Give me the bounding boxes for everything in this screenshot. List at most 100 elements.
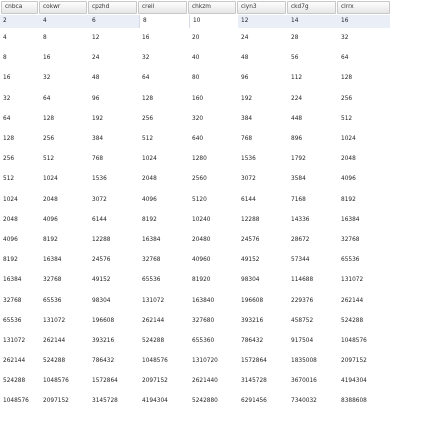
table-cell[interactable]: 81920 [192, 277, 211, 284]
table-cell[interactable]: 224 [291, 95, 303, 102]
table-row[interactable]: 4096 8192 12288 16384 20480 24576 28672 32768 [0, 230, 390, 250]
table-cell[interactable]: 262144 [3, 358, 26, 365]
table-row[interactable]: 16384 32768 49152 65536 81920 98304 114688 1310… [0, 270, 390, 290]
table-cell[interactable]: 1792 [291, 156, 306, 163]
table-cell[interactable]: 24576 [92, 257, 111, 264]
table-cell[interactable]: 196608 [92, 317, 115, 324]
table-cell[interactable]: 24 [92, 55, 100, 62]
table-cell[interactable]: 56 [291, 55, 299, 62]
table-cell[interactable]: 393216 [241, 317, 264, 324]
table-cell[interactable]: 192 [241, 95, 253, 102]
table-cell[interactable]: 229376 [291, 297, 314, 304]
table-cell[interactable]: 48 [241, 55, 249, 62]
table-cell[interactable]: 6 [92, 18, 96, 24]
table-cell[interactable]: 64 [43, 95, 51, 102]
table-cell[interactable]: 2097152 [43, 398, 69, 405]
table-cell[interactable]: 4 [43, 18, 47, 24]
table-cell[interactable]: 32768 [142, 257, 161, 264]
table-cell[interactable]: 2048 [3, 216, 18, 223]
table-cell[interactable]: 1572864 [92, 378, 118, 385]
table-cell[interactable]: 2 [3, 18, 7, 24]
table-cell[interactable]: 163840 [192, 297, 215, 304]
table-cell[interactable]: 65536 [3, 317, 22, 324]
table-cell[interactable]: 64 [142, 75, 150, 82]
table-cell[interactable]: 8192 [341, 196, 356, 203]
table-row[interactable]: 2048 4096 6144 8192 10240 12288 14336 16384 [0, 210, 390, 230]
table-cell[interactable]: 49152 [241, 257, 260, 264]
table-cell[interactable]: 5242880 [192, 398, 218, 405]
table-cell[interactable]: 512 [142, 136, 154, 143]
table-cell[interactable]: 20 [192, 35, 200, 42]
table-cell[interactable]: 768 [241, 136, 253, 143]
table-cell[interactable]: 3670016 [291, 378, 317, 385]
table-cell[interactable]: 14 [291, 18, 299, 24]
table-cell[interactable]: 112 [291, 75, 303, 82]
column-header-cnbca[interactable]: cnbca [1, 1, 38, 14]
table-cell[interactable]: 2048 [142, 176, 157, 183]
column-header-chkzm[interactable]: chkzm [188, 1, 236, 14]
table-cell[interactable]: 32 [341, 35, 349, 42]
table-cell[interactable]: 8192 [43, 236, 58, 243]
table-cell[interactable]: 28672 [291, 236, 310, 243]
table-cell[interactable]: 4096 [3, 236, 18, 243]
table-cell[interactable]: 64 [341, 55, 349, 62]
table-cell[interactable]: 1536 [92, 176, 107, 183]
table-cell[interactable]: 256 [43, 136, 55, 143]
table-cell[interactable]: 12 [241, 18, 249, 24]
table-cell[interactable]: 10 [189, 15, 238, 28]
table-cell[interactable]: 32 [43, 75, 51, 82]
table-cell[interactable]: 65536 [43, 297, 62, 304]
table-cell[interactable]: 128 [142, 95, 154, 102]
table-cell[interactable]: 262144 [142, 317, 165, 324]
table-cell[interactable]: 12288 [92, 236, 111, 243]
table-cell[interactable]: 1280 [192, 156, 207, 163]
table-row[interactable]: 131072 262144 393216 524288 655360 786432 9175… [0, 331, 390, 351]
table-cell[interactable]: 96 [241, 75, 249, 82]
table-cell[interactable]: 16 [142, 35, 150, 42]
table-cell[interactable]: 16384 [3, 277, 22, 284]
table-cell[interactable]: 65536 [142, 277, 161, 284]
table-cell[interactable]: 524288 [341, 317, 364, 324]
table-row[interactable]: 32768 65536 98304 131072 163840 196608 229376 2… [0, 290, 390, 310]
table-cell[interactable]: 16384 [142, 236, 161, 243]
table-row[interactable]: 65536 131072 196608 262144 327680 393216 45875… [0, 311, 390, 331]
table-cell[interactable]: 160 [192, 95, 204, 102]
table-cell[interactable]: 256 [3, 156, 15, 163]
table-cell[interactable]: 262144 [341, 297, 364, 304]
table-cell[interactable]: 32768 [3, 297, 22, 304]
table-cell[interactable]: 131072 [43, 317, 66, 324]
table-cell[interactable]: 128 [3, 136, 15, 143]
table-cell[interactable]: 32768 [43, 277, 62, 284]
table-cell[interactable]: 262144 [43, 337, 66, 344]
table-cell[interactable]: 8192 [142, 216, 157, 223]
table-cell[interactable]: 128 [341, 75, 353, 82]
table-cell[interactable]: 131072 [341, 277, 364, 284]
table-cell[interactable]: 917504 [291, 337, 314, 344]
table-row[interactable]: 524288 1048576 1572864 2097152 2621440 314572… [0, 371, 390, 391]
table-row[interactable]: 2 4 6 8 10 12 14 16 [0, 15, 390, 28]
table-cell[interactable]: 8 [139, 15, 189, 28]
table-cell[interactable]: 5120 [192, 196, 207, 203]
table-cell[interactable]: 98304 [241, 277, 260, 284]
table-cell[interactable]: 640 [192, 136, 204, 143]
table-cell[interactable]: 2048 [43, 196, 58, 203]
table-cell[interactable]: 28 [291, 35, 299, 42]
table-row[interactable]: 4 8 12 16 20 24 28 32 [0, 28, 390, 48]
table-cell[interactable]: 49152 [92, 277, 111, 284]
table-cell[interactable]: 256 [142, 115, 154, 122]
table-cell[interactable]: 8388608 [341, 398, 367, 405]
table-cell[interactable]: 1048576 [43, 378, 69, 385]
table-cell[interactable]: 768 [92, 156, 104, 163]
table-cell[interactable]: 384 [241, 115, 253, 122]
table-cell[interactable]: 40 [192, 55, 200, 62]
table-cell[interactable]: 64 [3, 115, 11, 122]
table-row[interactable]: 1024 2048 3072 4096 5120 6144 7168 8192 [0, 190, 390, 210]
table-cell[interactable]: 512 [3, 176, 15, 183]
table-cell[interactable]: 24576 [241, 236, 260, 243]
table-cell[interactable]: 1048576 [3, 398, 29, 405]
table-cell[interactable]: 1310720 [192, 358, 218, 365]
table-row[interactable]: 128 256 384 512 640 768 896 1024 [0, 129, 390, 149]
table-cell[interactable]: 16384 [43, 257, 62, 264]
table-cell[interactable]: 256 [341, 95, 353, 102]
table-cell[interactable]: 1048576 [142, 358, 168, 365]
